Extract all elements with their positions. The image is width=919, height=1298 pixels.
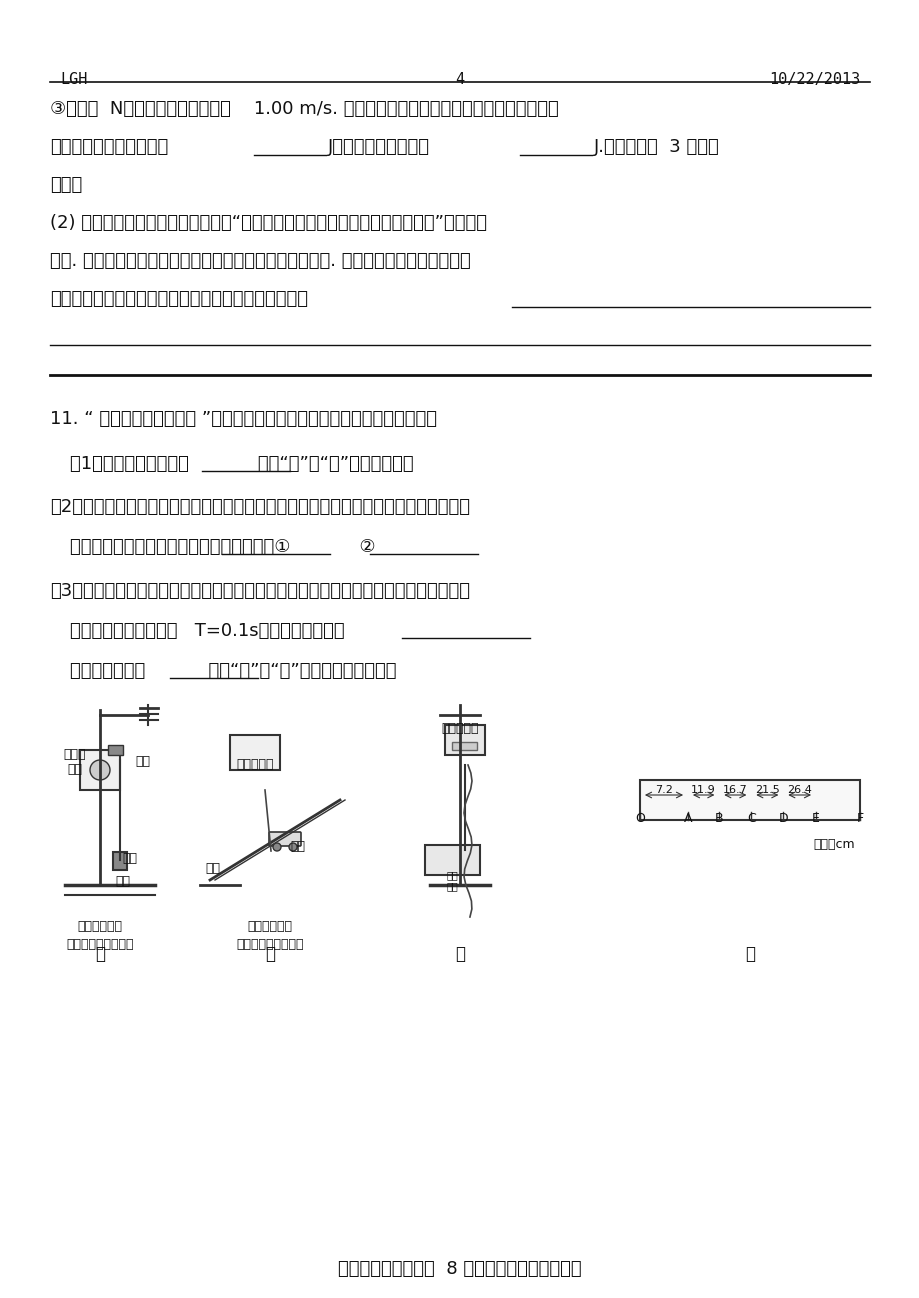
Bar [640, 780, 859, 820]
Bar [451, 742, 476, 750]
Circle shape [273, 842, 280, 851]
Text: （1）比较这两种方案，            （填“甲”或“乙”）方案好些。: （1）比较这两种方案， （填“甲”或“乙”）方案好些。 [70, 456, 414, 472]
Bar [230, 735, 279, 770]
Text: 11.9: 11.9 [690, 785, 715, 794]
Text: 10/22/2013: 10/22/2013 [768, 71, 859, 87]
Text: 作中存在的两处明显错误或者不当的地方：①            ②: 作中存在的两处明显错误或者不当的地方：① ② [70, 537, 375, 556]
Text: 16.7: 16.7 [722, 785, 747, 794]
Text: B: B [714, 813, 723, 826]
Text: 数字）: 数字） [50, 177, 82, 193]
Bar [113, 851, 127, 870]
Bar [108, 745, 123, 755]
Text: A: A [683, 813, 691, 826]
Text: 计数点之间的时间间隔   T=0.1s，物块加速度为：: 计数点之间的时间间隔 T=0.1s，物块加速度为： [70, 622, 345, 640]
Text: 打点计时器: 打点计时器 [441, 722, 478, 735]
Text: 26.4: 26.4 [787, 785, 811, 794]
Text: 自由落体实验
验证机械能守恒定律: 自由落体实验 验证机械能守恒定律 [66, 920, 133, 951]
Text: （3）该实验中得到一条纸带，且测得两个计数点闪的距离如图丁中所示。已知相邻两个: （3）该实验中得到一条纸带，且测得两个计数点闪的距离如图丁中所示。已知相邻两个 [50, 582, 470, 600]
Text: F: F [856, 813, 863, 826]
Text: 高三物理第一学期第  8 周晚练测试（实验专题）: 高三物理第一学期第 8 周晚练测试（实验专题） [338, 1260, 581, 1279]
Bar [445, 726, 484, 755]
Text: 重锤: 重锤 [115, 875, 130, 888]
Text: 和操作过程帮助分析一下，造成较大误差的可能原因是: 和操作过程帮助分析一下，造成较大误差的可能原因是 [50, 289, 308, 308]
Text: （2）该同学开始实验时，情形如图丙所示，接通电源释放纸带，请指出该同学在实验操: （2）该同学开始实验时，情形如图丙所示，接通电源释放纸带，请指出该同学在实验操 [50, 498, 470, 517]
Text: 乙: 乙 [265, 945, 275, 963]
Text: 打点计
时器: 打点计 时器 [63, 748, 86, 776]
Text: 很大. 显然，在实验探究过程中忽视了各种产生误差的因素. 请你根据该同学的实验装置: 很大. 显然，在实验探究过程中忽视了各种产生误差的因素. 请你根据该同学的实验装… [50, 252, 471, 270]
Text: O: O [634, 813, 644, 826]
Text: 丙: 丙 [455, 945, 464, 963]
Text: 夹子: 夹子 [122, 851, 137, 864]
Text: 斜面小车实验
验证机械能守恒定律: 斜面小车实验 验证机械能守恒定律 [236, 920, 303, 951]
Circle shape [90, 761, 110, 780]
Text: 纸带: 纸带 [135, 755, 150, 768]
Text: 打点计时器: 打点计时器 [236, 758, 274, 771]
Text: 4: 4 [455, 71, 464, 87]
Text: 甲: 甲 [95, 945, 105, 963]
Text: 则该纸带是采用           （填“甲”或“乙”）实验方案得到的。: 则该纸带是采用 （填“甲”或“乙”）实验方案得到的。 [70, 662, 396, 680]
Text: 小车: 小车 [289, 840, 305, 853]
Text: D: D [777, 813, 788, 826]
Text: E: E [811, 813, 819, 826]
Text: 单位：cm: 单位：cm [812, 839, 854, 851]
Text: LGH: LGH [60, 71, 87, 87]
FancyBboxPatch shape [268, 832, 301, 846]
Text: 7.2: 7.2 [654, 785, 672, 794]
Text: J，小车动能的增量为: J，小车动能的增量为 [328, 138, 429, 156]
Bar [425, 845, 480, 875]
Text: 21.5: 21.5 [754, 785, 779, 794]
Bar [80, 750, 119, 790]
Text: (2) 此次实验探究结果，他没能得到“恒力对物体做的功，等于物体动能的增量”，且误差: (2) 此次实验探究结果，他没能得到“恒力对物体做的功，等于物体动能的增量”，且… [50, 214, 486, 232]
Text: 丁: 丁 [744, 945, 754, 963]
Text: J.（结果保留  3 位有效: J.（结果保留 3 位有效 [594, 138, 719, 156]
Text: 交流
交流: 交流 交流 [446, 870, 458, 892]
Text: C: C [746, 813, 754, 826]
Text: 11. “ 验证机械能守恒定律 ”的实验装置可采用如图示的甲或乙方案来进行。: 11. “ 验证机械能守恒定律 ”的实验装置可采用如图示的甲或乙方案来进行。 [50, 410, 437, 428]
Text: ③打下第  N点时小车的速度大小为    1.00 m/s. 该同学将钉码的重力当作小车所受的拉力，算: ③打下第 N点时小车的速度大小为 1.00 m/s. 该同学将钉码的重力当作小车… [50, 100, 558, 118]
Circle shape [289, 842, 297, 851]
Text: 出：拉力对小车做的功为: 出：拉力对小车做的功为 [50, 138, 168, 156]
Text: 纸带: 纸带 [205, 862, 220, 875]
